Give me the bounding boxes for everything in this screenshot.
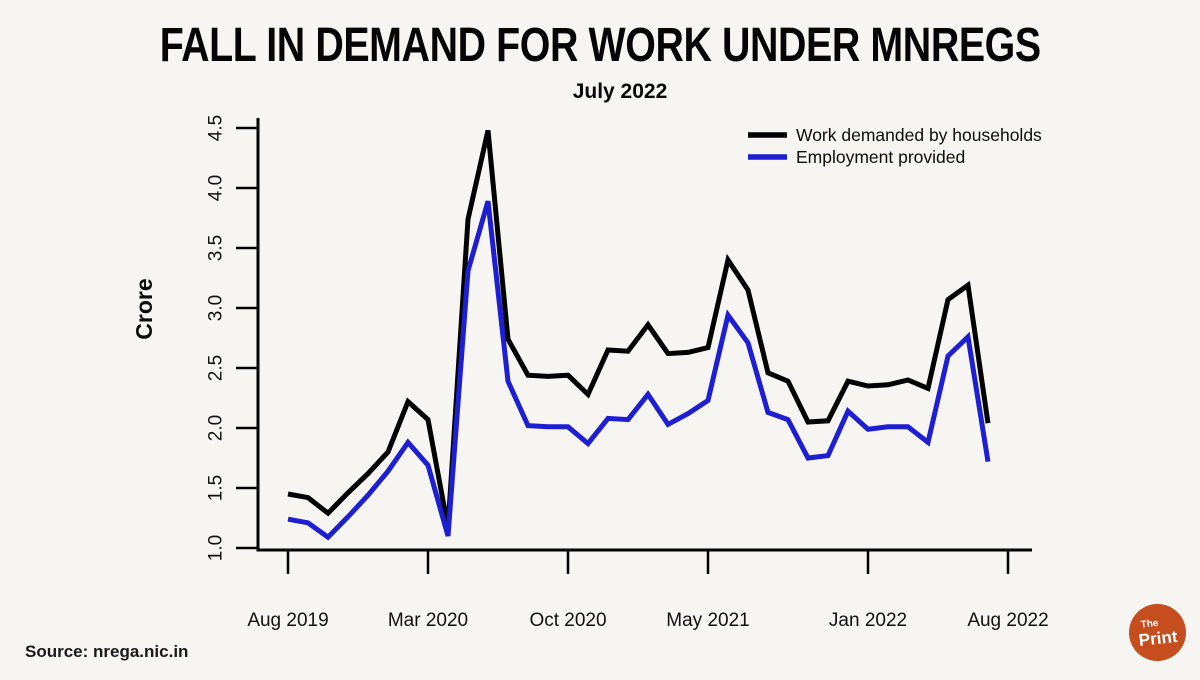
series-line-1 (287, 200, 991, 541)
x-tick-label: Aug 2022 (967, 610, 1048, 631)
legend-label: Employment provided (796, 147, 965, 167)
y-tick-label: 2.0 (206, 415, 227, 441)
x-tick-label: Mar 2020 (388, 610, 468, 631)
x-tick-label: Jan 2022 (829, 610, 907, 631)
source-note: Source: nrega.nic.in (25, 642, 189, 661)
logo-word-print: Print (1137, 626, 1179, 650)
y-tick-label: 2.5 (206, 355, 227, 381)
series-line-0 (287, 129, 991, 529)
y-tick-label: 1.0 (206, 535, 227, 561)
header: FALL IN DEMAND FOR WORK UNDER MNREGS (0, 18, 1200, 73)
y-tick-label: 4.5 (206, 115, 227, 141)
x-tick-label: Aug 2019 (247, 610, 328, 631)
page-title: FALL IN DEMAND FOR WORK UNDER MNREGS (159, 19, 1041, 72)
y-tick-label: 4.0 (206, 175, 227, 201)
y-tick-label: 3.0 (206, 295, 227, 321)
chart-subtitle: July 2022 (572, 80, 668, 103)
y-axis-title: Crore (131, 278, 157, 339)
x-tick-label: Oct 2020 (529, 610, 606, 631)
x-tick-label: May 2021 (666, 610, 749, 631)
y-tick-label: 3.5 (206, 235, 227, 261)
y-tick-label: 1.5 (206, 475, 227, 501)
legend-label: Work demanded by households (796, 125, 1042, 145)
